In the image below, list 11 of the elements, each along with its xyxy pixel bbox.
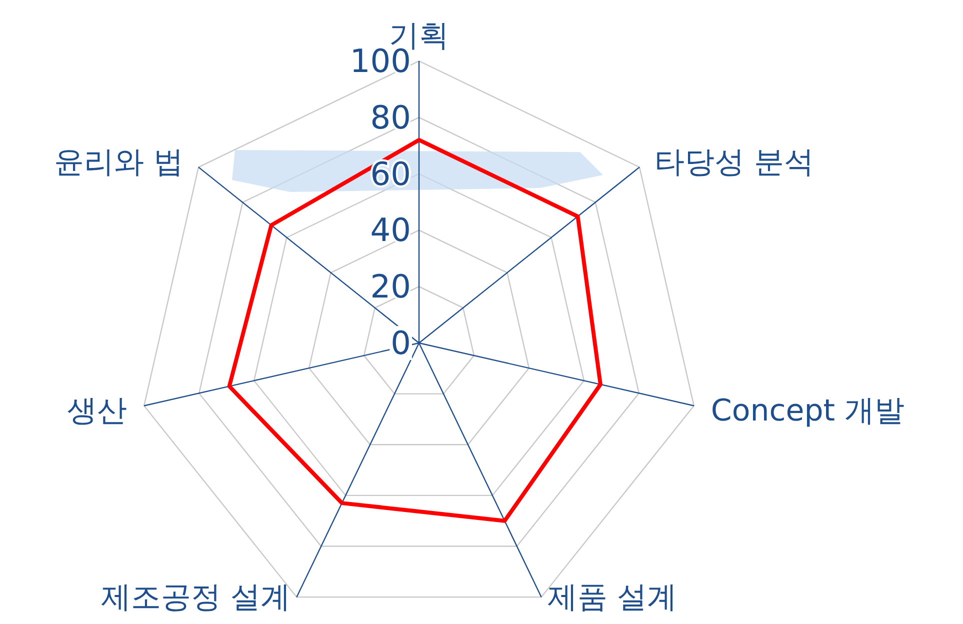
spoke-label: 제품 설계	[547, 580, 677, 616]
y-tick-label: 20	[370, 268, 411, 306]
y-tick-label: 60	[370, 154, 411, 193]
spoke-label: Concept 개발	[710, 393, 905, 428]
spoke-label: 윤리와 법	[54, 145, 184, 180]
spoke-label: 제조공정 설계	[101, 580, 291, 616]
spoke-label: 타당성 분석	[654, 145, 814, 180]
y-tick-label: 0	[390, 324, 411, 362]
y-tick-label: 40	[370, 211, 411, 250]
y-tick-label: 80	[370, 98, 411, 136]
spoke-label: 생산	[67, 393, 128, 428]
